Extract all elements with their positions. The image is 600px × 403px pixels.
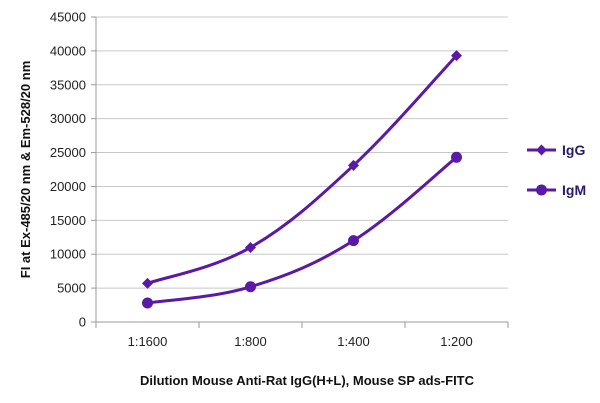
y-tick-label: 15000 bbox=[50, 213, 86, 228]
data-point-igm bbox=[245, 281, 256, 293]
y-tick-label: 5000 bbox=[57, 281, 86, 296]
y-axis-title: FI at Ex-485/20 nm & Em-528/20 nm bbox=[18, 61, 33, 278]
x-tick-labels: 1:1600 1:800 1:400 1:200 bbox=[128, 334, 473, 349]
legend: IgG IgM bbox=[527, 142, 586, 198]
data-point-igg bbox=[348, 159, 359, 171]
y-tick-label: 40000 bbox=[50, 43, 86, 58]
data-point-igg bbox=[142, 277, 153, 289]
x-tick-label: 1:200 bbox=[440, 334, 473, 349]
legend-marker-igg bbox=[536, 144, 547, 156]
data-point-igm bbox=[348, 235, 359, 247]
x-tick-label: 1:1600 bbox=[128, 334, 168, 349]
data-point-igm bbox=[451, 151, 462, 163]
y-tick-label: 35000 bbox=[50, 77, 86, 92]
series-line-igm bbox=[147, 156, 458, 305]
x-tick-label: 1:400 bbox=[337, 334, 370, 349]
data-point-igm bbox=[142, 297, 153, 309]
gridlines bbox=[96, 16, 508, 289]
y-tick-label: 25000 bbox=[50, 145, 86, 160]
y-tick-label: 45000 bbox=[50, 10, 86, 25]
legend-label-igg: IgG bbox=[562, 142, 585, 158]
y-tick-label: 0 bbox=[79, 315, 86, 330]
legend-marker-igm bbox=[536, 184, 547, 196]
y-tick-label: 30000 bbox=[50, 111, 86, 126]
y-tick-labels: 0 5000 10000 15000 20000 25000 30000 35000 40000… bbox=[50, 10, 86, 330]
data-point-igg bbox=[451, 50, 462, 62]
axes bbox=[91, 16, 509, 328]
x-tick-label: 1:800 bbox=[234, 334, 267, 349]
series-line-igg bbox=[147, 54, 458, 285]
y-tick-label: 20000 bbox=[50, 179, 86, 194]
y-tick-label: 10000 bbox=[50, 247, 86, 262]
data-point-igg bbox=[245, 241, 256, 253]
legend-label-igm: IgM bbox=[562, 182, 586, 198]
x-axis-title: Dilution Mouse Anti-Rat IgG(H+L), Mouse … bbox=[140, 373, 475, 388]
series-lines bbox=[142, 50, 462, 309]
